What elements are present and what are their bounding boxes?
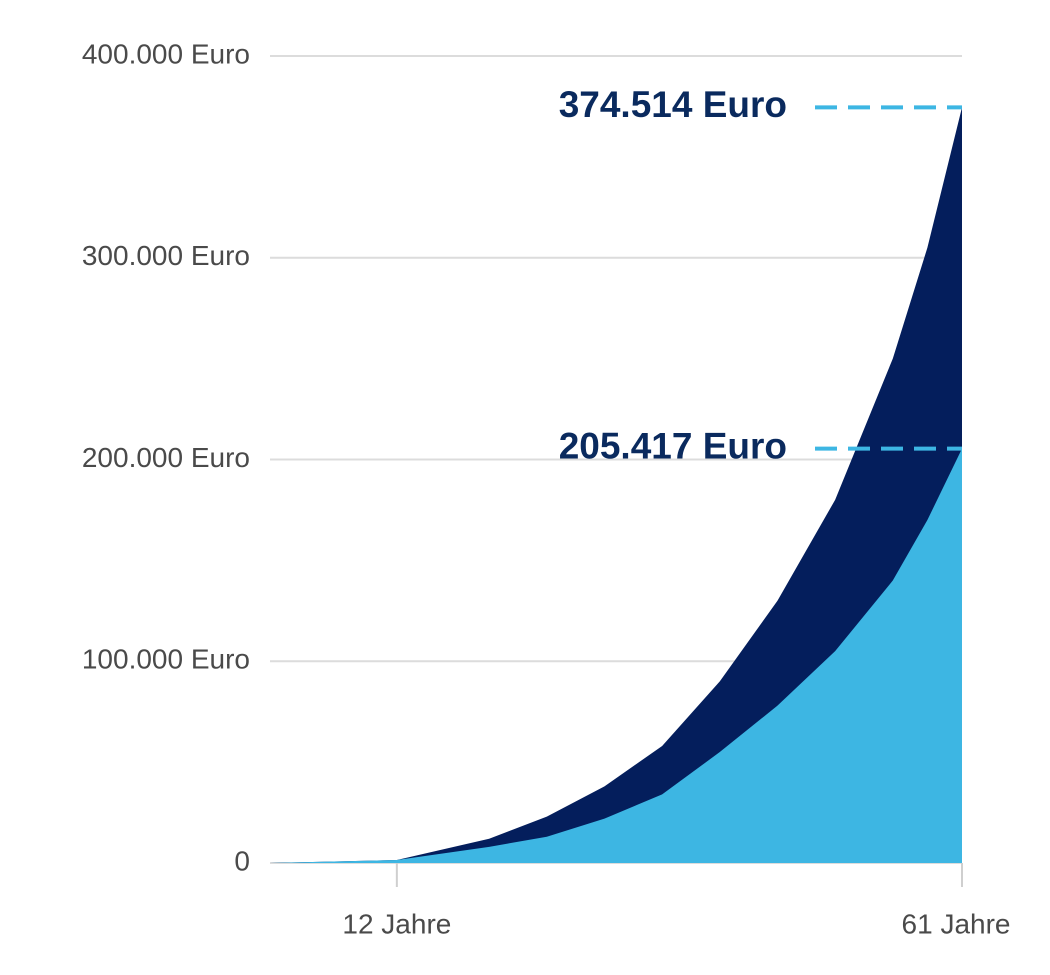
value-label: 205.417 Euro [559, 425, 787, 466]
area [270, 448, 962, 863]
y-tick-label: 300.000 Euro [82, 240, 250, 271]
y-tick-label: 200.000 Euro [82, 442, 250, 473]
x-tick-label: 12 Jahre [342, 908, 451, 939]
y-tick-label: 400.000 Euro [82, 38, 250, 69]
value-label: 374.514 Euro [559, 84, 787, 125]
y-tick-label: 0 [234, 845, 250, 876]
y-tick-label: 100.000 Euro [82, 644, 250, 675]
area [270, 107, 962, 863]
x-tick-label: 61 Jahre [902, 908, 1011, 939]
